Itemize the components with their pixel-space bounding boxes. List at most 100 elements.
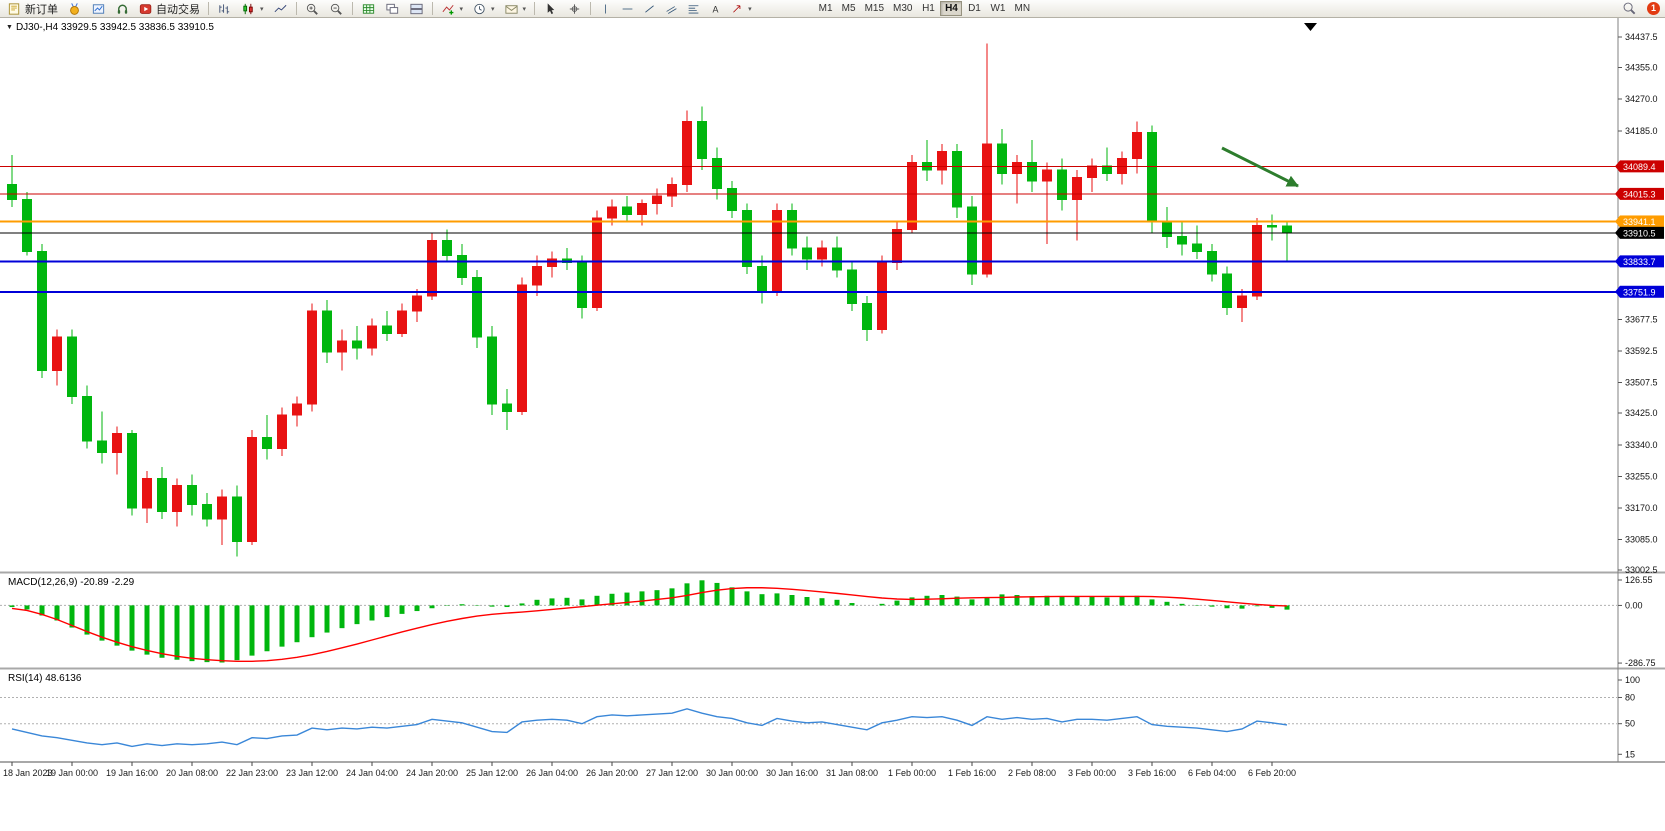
tile-windows-button[interactable] — [405, 1, 428, 17]
search-icon — [1623, 2, 1636, 15]
horizontal-line-tool-button[interactable] — [617, 1, 638, 17]
svg-text:25 Jan 12:00: 25 Jan 12:00 — [466, 768, 518, 778]
svg-text:0.00: 0.00 — [1625, 600, 1643, 610]
crosshair-tool-button[interactable] — [563, 1, 586, 17]
text-tool-button[interactable]: A — [705, 1, 726, 17]
svg-text:1 Feb 16:00: 1 Feb 16:00 — [948, 768, 996, 778]
macd-signal-line — [11, 587, 1288, 663]
svg-text:33833.7: 33833.7 — [1623, 257, 1656, 267]
fibonacci-tool-button[interactable] — [683, 1, 704, 17]
svg-text:33507.5: 33507.5 — [1625, 378, 1658, 388]
cascade-windows-button[interactable] — [381, 1, 404, 17]
search-button[interactable] — [1618, 1, 1641, 17]
svg-text:33255.0: 33255.0 — [1625, 471, 1658, 481]
bars-chart-button[interactable] — [213, 1, 236, 17]
zoom-in-button[interactable] — [301, 1, 324, 17]
period-button[interactable]: ▾ — [468, 1, 499, 17]
new-order-icon — [8, 2, 20, 15]
templates-button[interactable]: ▾ — [500, 1, 531, 17]
svg-text:33677.5: 33677.5 — [1625, 314, 1658, 324]
trend-arrow-annotation[interactable] — [1221, 146, 1299, 188]
svg-text:3 Feb 00:00: 3 Feb 00:00 — [1068, 768, 1116, 778]
medal-button[interactable] — [63, 1, 86, 17]
new-order-button[interactable]: 新订单 — [3, 1, 62, 17]
toolbar-separator — [295, 2, 297, 15]
notification-badge[interactable]: 1 — [1647, 2, 1660, 15]
line-chart-icon — [274, 4, 286, 12]
auto-trading-button[interactable]: 自动交易 — [135, 1, 204, 17]
fibonacci-icon — [688, 4, 699, 13]
toolbar-right-group: 1 — [1618, 1, 1662, 17]
price-hline-33910.5[interactable]: 33910.5 — [0, 226, 1664, 239]
arrow-tool-button[interactable]: ▾ — [727, 1, 756, 17]
timeframe-H1[interactable]: H1 — [917, 1, 939, 16]
zoom-out-icon — [330, 3, 342, 15]
data-end-marker — [1304, 23, 1317, 31]
timeframe-W1[interactable]: W1 — [986, 1, 1009, 16]
svg-text:-286.75: -286.75 — [1625, 658, 1656, 668]
vertical-line-icon — [605, 4, 606, 13]
chevron-down-icon: ▾ — [459, 5, 464, 13]
svg-text:34270.0: 34270.0 — [1625, 94, 1658, 104]
price-hline-33941.1[interactable]: 33941.1 — [0, 215, 1664, 228]
svg-text:6 Feb 04:00: 6 Feb 04:00 — [1188, 768, 1236, 778]
price-hline-33751.9[interactable]: 33751.9 — [0, 285, 1664, 298]
market-report-button[interactable] — [87, 1, 110, 17]
svg-text:33751.9: 33751.9 — [1623, 287, 1656, 297]
vertical-line-tool-button[interactable] — [595, 1, 616, 17]
svg-text:A: A — [713, 4, 719, 14]
svg-text:22 Jan 23:00: 22 Jan 23:00 — [226, 768, 278, 778]
chevron-down-icon: ▾ — [522, 5, 527, 13]
new-order-label: 新订单 — [25, 3, 58, 16]
chart-menu-arrow-icon[interactable]: ▼ — [6, 24, 13, 31]
support-button[interactable] — [111, 1, 134, 17]
chart-ohlc-text: DJ30-,H4 33929.5 33942.5 33836.5 33910.5 — [15, 22, 214, 33]
svg-text:6 Feb 20:00: 6 Feb 20:00 — [1248, 768, 1296, 778]
timeframe-D1[interactable]: D1 — [963, 1, 985, 16]
candlestick-chart-button[interactable]: ▾ — [237, 1, 268, 17]
timeframe-H4[interactable]: H4 — [940, 1, 963, 16]
candles-layer — [7, 43, 1292, 557]
zoom-in-icon — [306, 3, 318, 15]
clock-icon — [474, 3, 485, 14]
svg-text:33592.5: 33592.5 — [1625, 346, 1658, 356]
line-chart-button[interactable] — [269, 1, 292, 17]
svg-text:19 Jan 00:00: 19 Jan 00:00 — [46, 768, 98, 778]
arrow-tool-icon — [733, 4, 741, 13]
svg-text:30 Jan 16:00: 30 Jan 16:00 — [766, 768, 818, 778]
price-hline-33833.7[interactable]: 33833.7 — [0, 255, 1664, 268]
trendline-tool-button[interactable] — [639, 1, 660, 17]
timeframe-MN[interactable]: MN — [1010, 1, 1034, 16]
grid-button[interactable] — [357, 1, 380, 17]
price-hline-34015.3[interactable]: 34015.3 — [0, 187, 1664, 200]
macd-histogram — [9, 580, 1290, 663]
svg-text:34437.5: 34437.5 — [1625, 32, 1658, 42]
channel-tool-button[interactable] — [661, 1, 682, 17]
svg-text:26 Jan 20:00: 26 Jan 20:00 — [586, 768, 638, 778]
price-hline-34089.4[interactable]: 34089.4 — [0, 160, 1664, 173]
timeframe-M5[interactable]: M5 — [838, 1, 860, 16]
svg-text:33002.5: 33002.5 — [1625, 565, 1658, 575]
timeframe-M15[interactable]: M15 — [861, 1, 888, 16]
zoom-out-button[interactable] — [325, 1, 348, 17]
crosshair-icon — [569, 3, 580, 14]
toolbar-separator — [431, 2, 433, 15]
main-toolbar: 新订单 自动交易 ▾ ▾ — [0, 0, 1665, 18]
indicators-button[interactable]: ▾ — [437, 1, 468, 17]
svg-text:23 Jan 12:00: 23 Jan 12:00 — [286, 768, 338, 778]
svg-text:33941.1: 33941.1 — [1623, 217, 1656, 227]
svg-text:50: 50 — [1625, 719, 1635, 729]
timeframe-M1[interactable]: M1 — [815, 1, 837, 16]
svg-text:126.55: 126.55 — [1625, 575, 1653, 585]
svg-text:18 Jan 2023: 18 Jan 2023 — [3, 768, 53, 778]
timeframe-group: M1 M5 M15 M30 H1 H4 D1 W1 MN — [815, 1, 1034, 16]
cursor-tool-button[interactable] — [539, 1, 562, 17]
macd-indicator-label: MACD(12,26,9) -20.89 -2.29 — [8, 577, 135, 588]
timeframe-M30[interactable]: M30 — [889, 1, 916, 16]
text-tool-icon: A — [713, 4, 719, 14]
medal-icon — [70, 2, 79, 15]
toolbar-separator — [208, 2, 209, 15]
svg-text:80: 80 — [1625, 692, 1635, 702]
